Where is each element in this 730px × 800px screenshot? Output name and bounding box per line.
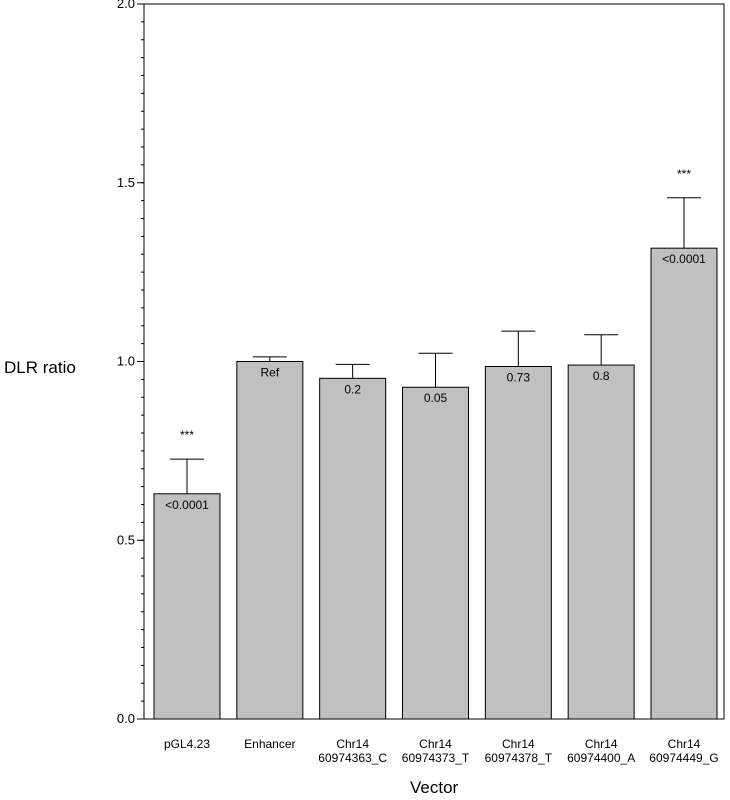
- x-tick-label: Chr14: [668, 737, 701, 751]
- bar: [236, 361, 304, 720]
- x-tick-label: Enhancer: [244, 737, 295, 751]
- x-tick-label: Chr14: [502, 737, 535, 751]
- x-tick-label: 60974373_T: [402, 751, 470, 765]
- x-tick-label: 60974363_C: [318, 751, 387, 765]
- bar: [484, 366, 552, 720]
- bar-label: <0.0001: [165, 498, 209, 512]
- bar: [402, 386, 469, 720]
- x-axis-label: Vector: [410, 778, 459, 797]
- significance-marker: ***: [180, 428, 194, 442]
- bar-label: 0.73: [507, 371, 531, 385]
- bar-label: <0.0001: [662, 252, 706, 266]
- x-tick-label: 60974400_A: [567, 751, 635, 765]
- bar: [650, 247, 718, 720]
- bar-label: Ref: [260, 366, 279, 380]
- y-tick-label: 2.0: [117, 0, 135, 11]
- x-tick-label: Chr14: [585, 737, 618, 751]
- y-tick-label: 0.0: [117, 711, 135, 726]
- bar: [567, 364, 635, 720]
- x-tick-label: pGL4.23: [164, 737, 210, 751]
- x-tick-label: 60974378_T: [485, 751, 553, 765]
- bar: [319, 377, 387, 720]
- bar: [153, 493, 221, 720]
- bar-label: 0.2: [344, 382, 361, 396]
- x-tick-label: Chr14: [336, 737, 369, 751]
- y-tick-label: 1.0: [117, 354, 135, 369]
- y-tick-label: 0.5: [117, 532, 135, 547]
- y-axis-label: DLR ratio: [4, 358, 76, 377]
- x-tick-label: 60974449_G: [649, 751, 718, 765]
- x-tick-label: Chr14: [419, 737, 452, 751]
- significance-marker: ***: [677, 167, 691, 181]
- y-tick-label: 1.5: [117, 175, 135, 190]
- bar-label: 0.8: [593, 369, 610, 383]
- bar-label: 0.05: [424, 391, 448, 405]
